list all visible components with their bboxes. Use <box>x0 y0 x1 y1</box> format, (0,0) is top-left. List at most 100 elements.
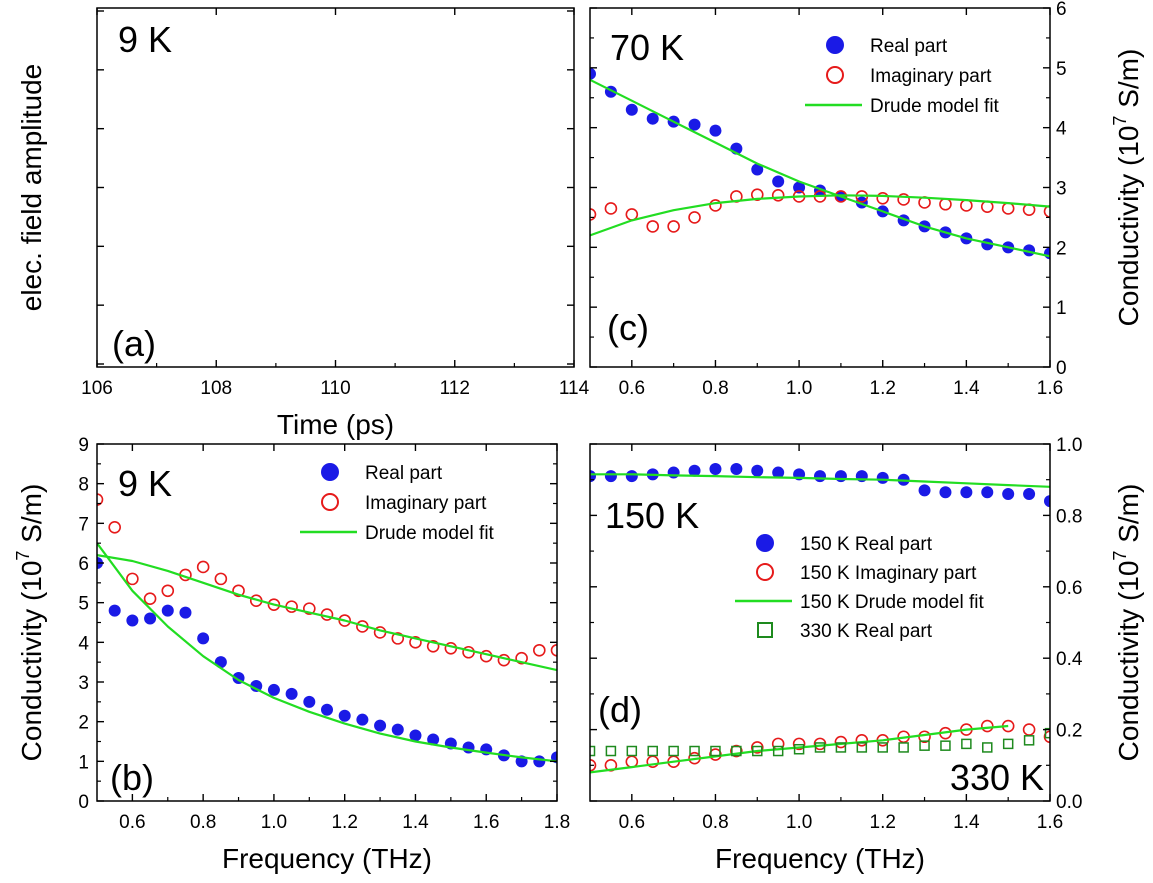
y-tick-label: 5 <box>78 594 89 615</box>
series-d-4-point <box>898 742 909 753</box>
series-d-4-point <box>1023 735 1035 746</box>
y-tick-label: 8 <box>78 475 89 496</box>
y-tick-label: 4 <box>78 633 89 654</box>
series-c-0-point <box>709 124 722 137</box>
x-tick-label: 1.8 <box>544 812 570 833</box>
series-b-1-point <box>232 584 245 598</box>
series-d-1-point <box>980 719 994 733</box>
series-b-1-point <box>97 493 104 506</box>
series-d-0-point <box>834 470 847 483</box>
y-tick-label: 1.0 <box>1056 435 1082 456</box>
series-b-0-point <box>427 733 440 746</box>
series-d-4-point <box>752 745 763 757</box>
series-d-4-point <box>668 745 679 757</box>
plot-area <box>590 462 1050 774</box>
x-axis-label: Time (ps) <box>277 409 394 440</box>
series-d-0-point <box>939 486 952 499</box>
legend: Real part Imaginary part Drude model fit <box>300 463 495 544</box>
x-tick-label: 0.8 <box>190 812 216 833</box>
panel-b: 0.6 0.8 1.0 1.2 1.4 1.6 1.8 0 1 2 3 4 5 6 7 8 9 Frequency… <box>13 435 570 874</box>
x-tick-label: 0.6 <box>119 812 145 833</box>
series-d-4-point <box>982 742 993 753</box>
x-tick-label: 1.2 <box>331 812 357 833</box>
x-tick-label: 1.4 <box>402 812 429 833</box>
x-tick-label: 1.6 <box>1037 812 1063 833</box>
y-tick-label: 6 <box>1056 0 1067 20</box>
series-c-2-line <box>590 78 1050 258</box>
series-b-0-point <box>356 713 369 726</box>
series-d-4-point <box>940 740 951 751</box>
series-c-0-point <box>688 118 701 131</box>
series-d-4-point <box>605 745 617 757</box>
plot-area <box>97 493 557 768</box>
legend-marker <box>826 66 844 84</box>
series-d-0-point <box>1044 495 1050 508</box>
series-b-0-point <box>161 604 174 617</box>
x-axis-label: Frequency (THz) <box>222 843 432 874</box>
temperature-label: 9 K <box>118 19 172 60</box>
series-b-0-point <box>285 687 298 700</box>
series-c-1-point <box>688 211 701 224</box>
legend-label: Real part <box>365 463 443 484</box>
series-d-0-point <box>981 486 994 499</box>
y-tick-label: 1 <box>1056 298 1067 319</box>
series-b-0-point <box>108 604 121 617</box>
temperature-label: 70 K <box>610 27 684 68</box>
legend-label: 150 K Real part <box>800 534 933 555</box>
series-d-1-point <box>730 744 743 758</box>
series-d-0-point <box>814 470 826 483</box>
series-b-1-point <box>214 572 228 586</box>
y-tick-label: 9 <box>78 435 89 456</box>
series-b-1-point <box>409 636 422 649</box>
series-b-1-point <box>303 602 316 615</box>
legend-marker <box>756 534 774 552</box>
series-b-0-point <box>197 632 210 645</box>
x-tick-label: 0.6 <box>619 378 645 399</box>
series-d-4-point <box>961 738 972 750</box>
legend-marker <box>826 36 844 54</box>
legend: 150 K Real part 150 K Imaginary part 150 K… <box>735 534 984 642</box>
series-c-0-point <box>793 181 806 194</box>
series-b-1-point <box>515 651 528 665</box>
y-tick-label: 2 <box>1056 238 1067 259</box>
series-b-0-point <box>409 729 422 742</box>
series-d-1-point <box>855 734 869 747</box>
series-d-0-point <box>1002 487 1015 500</box>
series-c-1-point <box>939 197 952 211</box>
panel-label: (c) <box>607 307 649 348</box>
y-tick-label: 5 <box>1056 59 1067 80</box>
series-c-1-point <box>1043 205 1050 218</box>
series-c-1-point <box>590 208 597 221</box>
x-tick-label: 1.0 <box>786 812 812 833</box>
y-axis-label: elec. field amplitude <box>16 64 47 311</box>
series-d-4-point <box>814 742 826 753</box>
series-d-4-point <box>710 745 721 757</box>
x-axis-label: Frequency (THz) <box>715 843 925 874</box>
x-tick-label: 114 <box>559 378 590 399</box>
x-tick-label: 108 <box>200 378 232 399</box>
series-c-0-point <box>772 175 785 188</box>
plot-area <box>590 67 1050 260</box>
panel-label: (a) <box>112 323 156 364</box>
series-d-4-point <box>731 745 742 757</box>
series-b-0-point <box>533 755 546 768</box>
series-d-2-line <box>590 724 1009 774</box>
series-c-1-point <box>709 199 722 212</box>
series-c-1-point <box>1001 202 1015 215</box>
series-b-0-point <box>179 606 192 619</box>
series-c-1-point <box>960 199 973 212</box>
series-b-1-point <box>267 598 281 611</box>
x-tick-label: 106 <box>81 378 113 399</box>
x-tick-label: 0.8 <box>702 812 728 833</box>
series-b-0-point <box>391 723 404 736</box>
series-d-1-point <box>1022 723 1036 736</box>
series-d-4-point <box>1002 738 1014 750</box>
series-c-3-line <box>590 194 1050 237</box>
series-d-0-point <box>688 464 701 477</box>
series-b-0-point <box>303 695 316 708</box>
x-tick-label: 0.6 <box>619 812 645 833</box>
x-tick-label: 1.6 <box>1037 378 1063 399</box>
legend-marker <box>757 622 773 638</box>
series-b-1-point <box>533 643 546 657</box>
series-d-1-point <box>834 735 848 749</box>
